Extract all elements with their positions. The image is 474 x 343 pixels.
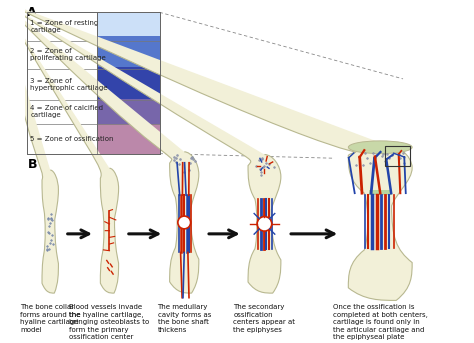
PathPatch shape [0, 152, 199, 343]
Bar [369, 190, 392, 195]
PathPatch shape [0, 143, 412, 343]
PathPatch shape [0, 170, 58, 343]
Text: The medullary
cavity forms as
the bone shaft
thickens: The medullary cavity forms as the bone s… [157, 304, 211, 333]
Text: 5 = Zone of ossification: 5 = Zone of ossification [30, 136, 114, 142]
Text: Blood vessels invade
the hyaline cartilage,
bringing osteoblasts to
form the pri: Blood vessels invade the hyaline cartila… [69, 304, 150, 340]
Text: 2 = Zone of
proliferating cartilage: 2 = Zone of proliferating cartilage [30, 48, 106, 61]
Bar [98, 124, 160, 154]
Text: 4 = Zone of calcified
cartilage: 4 = Zone of calcified cartilage [30, 105, 103, 118]
Bar [27, 12, 160, 154]
Text: Once the ossification is
completed at both centers,
cartilage is found only in
t: Once the ossification is completed at bo… [333, 304, 428, 340]
Bar [98, 36, 160, 68]
Bar [374, 193, 387, 250]
Text: 3 = Zone of
hypertrophic cartilage: 3 = Zone of hypertrophic cartilage [30, 78, 108, 91]
Circle shape [178, 216, 191, 229]
Ellipse shape [348, 141, 412, 154]
Bar [260, 199, 269, 249]
PathPatch shape [0, 155, 281, 343]
Bar [98, 12, 160, 36]
Bar [385, 146, 410, 166]
Text: A: A [27, 6, 37, 19]
Bar [181, 197, 188, 248]
Bar [27, 12, 160, 154]
Text: B: B [27, 158, 37, 171]
Bar [98, 68, 160, 98]
Bar [98, 98, 160, 124]
Circle shape [257, 216, 272, 231]
PathPatch shape [0, 168, 118, 343]
Text: 1 = Zone of resting
cartilage: 1 = Zone of resting cartilage [30, 20, 99, 33]
Text: The bone collar
forms around the
hyaline cartilage
model: The bone collar forms around the hyaline… [20, 304, 81, 333]
Text: The secondary
ossification
centers appear at
the epiphyses: The secondary ossification centers appea… [234, 304, 295, 333]
Bar [98, 12, 160, 154]
